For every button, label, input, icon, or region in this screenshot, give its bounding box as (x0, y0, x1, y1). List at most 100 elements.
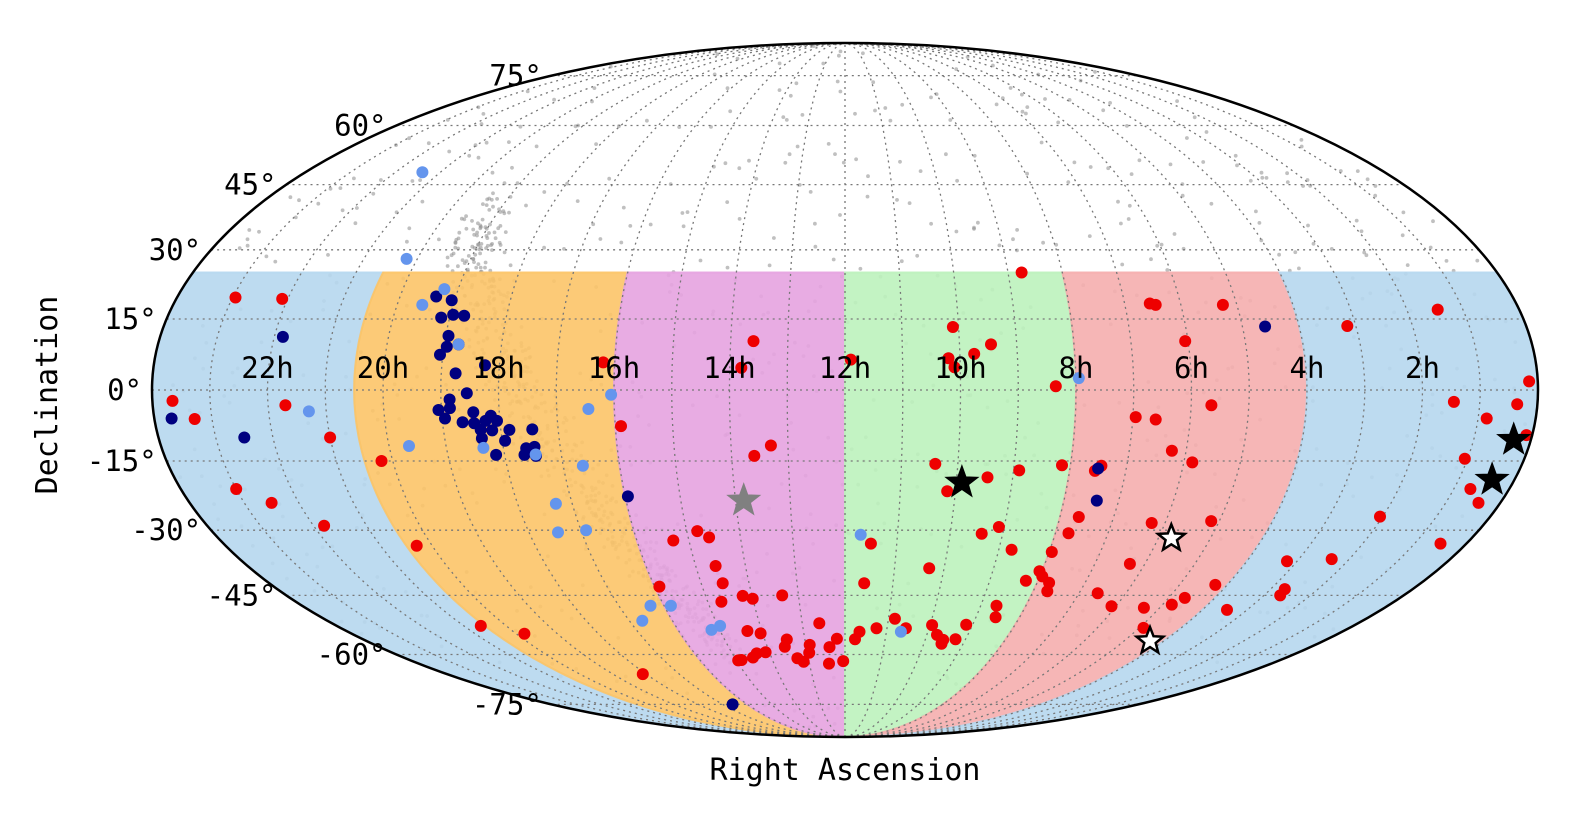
red-points-point (597, 356, 610, 369)
light-blue-points-point (664, 599, 677, 612)
background-point (462, 261, 467, 265)
dec-tick-label: 45° (224, 168, 276, 202)
background-point (481, 112, 486, 116)
red-points-point (747, 335, 760, 348)
light-blue-points-point (416, 166, 429, 179)
red-points-point (1447, 395, 1460, 408)
navy-points-point (475, 432, 488, 445)
red-points-point (1216, 298, 1229, 311)
background-point (1119, 221, 1123, 226)
light-blue-points-point (549, 497, 562, 510)
background-point (1088, 165, 1093, 169)
red-points-point (732, 654, 745, 667)
background-point (1401, 210, 1406, 215)
background-point (853, 111, 857, 116)
navy-points-point (1090, 494, 1103, 507)
background-point (1299, 138, 1304, 142)
background-point (475, 230, 479, 235)
background-point (1428, 245, 1433, 250)
navy-points-point (499, 434, 512, 447)
background-point (1235, 163, 1239, 168)
background-point (594, 142, 598, 147)
background-point (1373, 193, 1378, 198)
background-point (524, 203, 528, 208)
background-point (497, 240, 502, 245)
background-point (1254, 209, 1258, 214)
background-point (483, 260, 488, 265)
background-point (1072, 160, 1077, 165)
ra-gridline (209, 43, 846, 737)
background-point (835, 79, 840, 84)
background-point (483, 265, 487, 270)
red-points-point (803, 646, 816, 659)
light-blue-points-point (529, 448, 542, 461)
background-point (1365, 177, 1370, 182)
background-point (944, 152, 948, 157)
star-filled-black-marker (1496, 421, 1532, 455)
ra-tick-label: 8h (1059, 351, 1094, 385)
red-points-point (1062, 527, 1075, 540)
red-points-point (1149, 298, 1162, 311)
background-point (976, 220, 980, 225)
navy-points-point (726, 698, 739, 711)
light-blue-points-point (644, 599, 657, 612)
navy-points-point (432, 404, 445, 416)
background-point (1362, 250, 1367, 255)
background-point (737, 217, 742, 221)
background-point (685, 210, 690, 215)
background-point (293, 215, 298, 220)
background-point (1000, 96, 1005, 101)
background-point (575, 199, 580, 204)
background-point (453, 241, 458, 245)
light-blue-points-point (1072, 372, 1085, 385)
red-points-point (888, 612, 901, 625)
red-points-point (1056, 459, 1068, 472)
navy-points-point (430, 290, 443, 303)
navy-points-point (491, 414, 503, 427)
background-point (1364, 253, 1369, 258)
red-points-point (1480, 412, 1493, 425)
background-point (490, 170, 495, 175)
background-point (813, 244, 818, 249)
background-point (491, 204, 495, 209)
navy-points-point (238, 431, 251, 444)
red-points-point (741, 625, 754, 637)
background-point (607, 176, 612, 181)
red-points-point (318, 519, 331, 532)
background-point (767, 263, 772, 268)
background-point (833, 152, 837, 157)
red-points-point (1374, 510, 1386, 523)
navy-points-point (447, 308, 460, 321)
background-point (487, 208, 492, 212)
background-point (628, 224, 633, 228)
navy-points-point (518, 448, 531, 461)
ra-tick-label: 20h (357, 351, 409, 385)
background-point (1008, 86, 1013, 90)
light-blue-points-point (438, 283, 451, 296)
background-point (1175, 99, 1179, 103)
background-point (338, 186, 343, 191)
navy-points-point (621, 490, 634, 503)
red-points-point (1019, 574, 1032, 587)
red-points-point (1205, 399, 1218, 412)
red-points-point (279, 399, 292, 412)
red-points-point (1091, 587, 1104, 600)
red-points-point (935, 637, 948, 650)
dec-tick-label: 0° (107, 373, 142, 407)
background-point (1355, 169, 1360, 174)
light-blue-points-point (403, 440, 415, 452)
background-point (508, 195, 513, 199)
background-point (457, 230, 462, 235)
star-filled-black-marker (944, 464, 980, 498)
background-point (772, 236, 776, 240)
red-points-point (1221, 603, 1233, 616)
background-point (813, 221, 817, 226)
background-point (316, 201, 321, 206)
background-point (464, 226, 469, 231)
background-point (1129, 172, 1134, 177)
background-point (466, 254, 471, 258)
red-points-point (1137, 621, 1150, 634)
data-points (165, 166, 1536, 711)
star-open-marker (1133, 623, 1167, 656)
light-blue-points-point (580, 524, 593, 537)
